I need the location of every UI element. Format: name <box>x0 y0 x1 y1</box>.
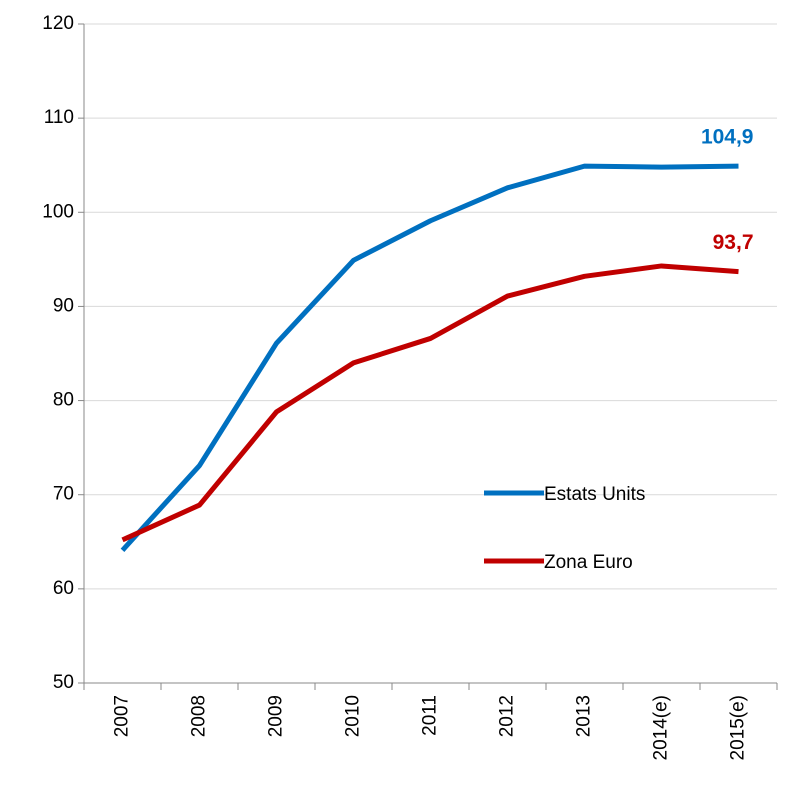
y-tick-label: 60 <box>53 578 74 599</box>
x-tick-label: 2012 <box>497 695 518 737</box>
x-tick-label: 2013 <box>574 695 595 737</box>
data-label: 104,9 <box>701 126 754 149</box>
legend-label: Zona Euro <box>544 552 633 573</box>
legend-label: Estats Units <box>544 484 645 505</box>
y-tick-label: 70 <box>53 484 74 505</box>
x-tick-label: 2007 <box>112 695 133 737</box>
series-line <box>120 163 739 552</box>
y-tick-label: 100 <box>42 201 74 222</box>
y-tick-label: 90 <box>53 295 74 316</box>
x-tick-label: 2011 <box>420 695 441 736</box>
y-tick-label: 120 <box>42 13 74 34</box>
series-line <box>121 263 739 543</box>
x-tick-label: 2009 <box>266 695 287 737</box>
y-tick-label: 50 <box>53 672 74 693</box>
data-label: 93,7 <box>713 231 754 254</box>
y-tick-label: 80 <box>53 390 74 411</box>
x-tick-label: 2008 <box>189 695 210 737</box>
x-tick-label: 2010 <box>343 695 364 737</box>
x-tick-label: 2014(e) <box>651 695 672 761</box>
y-tick-label: 110 <box>44 107 74 128</box>
x-tick-label: 2015(e) <box>728 695 749 761</box>
